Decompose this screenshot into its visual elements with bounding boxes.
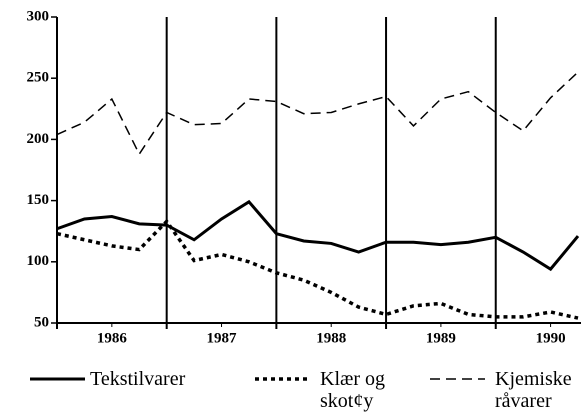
series-line — [56, 218, 579, 320]
y-tick-label: 100 — [27, 253, 50, 269]
x-tick-label: 1986 — [97, 330, 128, 346]
y-tick-label: 150 — [27, 192, 50, 208]
x-tick-label: 1990 — [536, 330, 566, 346]
x-tick-label: 1988 — [316, 330, 346, 346]
series-line — [56, 71, 579, 156]
x-tick-label: 1987 — [207, 330, 238, 346]
legend-label: Tekstilvarer — [90, 368, 186, 390]
series-line — [56, 199, 580, 272]
y-tick-label: 50 — [34, 314, 49, 330]
legend-label: Klær og skot¢y — [320, 368, 385, 412]
y-tick-label: 200 — [27, 131, 50, 147]
x-tick-label: 1989 — [426, 330, 456, 346]
y-tick-label: 300 — [27, 8, 50, 24]
y-tick-label: 250 — [27, 70, 50, 86]
legend-label: Kjemiske råvarer — [495, 368, 572, 412]
